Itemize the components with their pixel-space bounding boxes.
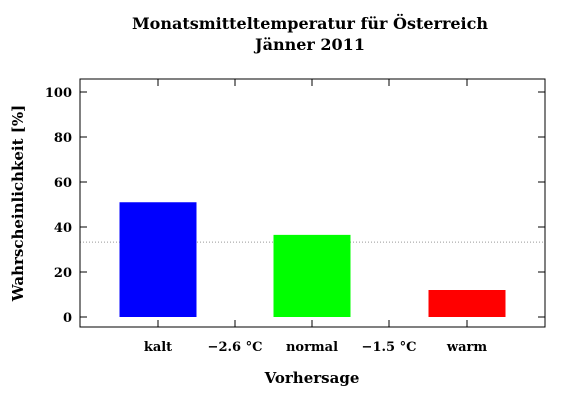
y-tick-label: 100 [45, 86, 72, 101]
y-tick-label: 40 [54, 221, 72, 236]
x-axis-title: Vorhersage [264, 369, 360, 387]
chart-title-line-1: Monatsmitteltemperatur für Österreich [132, 13, 488, 33]
x-tick-label-category: kalt [144, 340, 172, 355]
x-tick-label-category: normal [286, 340, 338, 355]
y-axis-title: Wahrscheinlichkeit [%] [9, 105, 27, 302]
x-axis: kalt normal warm −2.6 °C −1.5 °C [144, 79, 487, 355]
bars [119, 202, 506, 317]
bar-normal [273, 234, 351, 317]
y-tick-label: 60 [54, 176, 72, 191]
y-tick-label: 20 [54, 266, 72, 281]
bar-warm [428, 290, 506, 317]
chart-title-line-2: Jänner 2011 [253, 35, 365, 54]
y-tick-label: 0 [63, 311, 72, 326]
y-tick-label: 80 [54, 131, 72, 146]
y-axis: 0 20 40 60 80 100 [45, 86, 545, 326]
x-tick-label-threshold: −2.6 °C [208, 340, 263, 355]
bar-kalt [119, 202, 197, 317]
x-tick-label-threshold: −1.5 °C [362, 340, 417, 355]
x-tick-label-category: warm [446, 340, 487, 355]
